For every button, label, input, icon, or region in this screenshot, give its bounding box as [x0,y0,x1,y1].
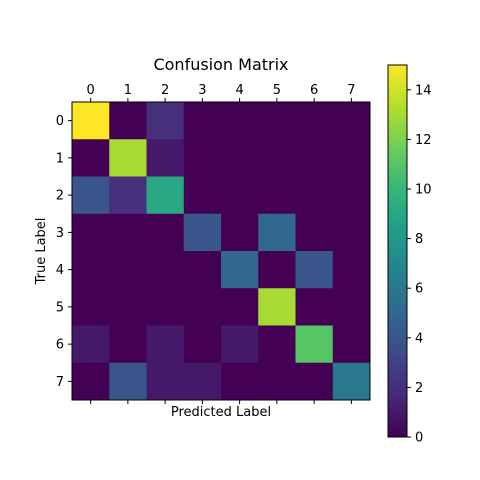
x-tick-label: 5 [273,83,281,98]
heatmap-cell-5-6 [295,288,334,326]
heatmap-cell-1-3 [183,139,222,177]
heatmap-cell-0-3 [183,102,222,140]
heatmap-cell-3-4 [221,213,259,252]
heatmap-cell-1-2 [146,139,185,177]
colorbar-tick-label: 2 [415,381,423,396]
heatmap-cell-4-0 [72,251,110,289]
heatmap-cell-1-7 [332,139,371,177]
heatmap-cell-2-1 [109,176,147,215]
x-tick-label: 2 [161,83,169,98]
heatmap-cell-3-6 [295,213,334,252]
heatmap-cell-5-1 [109,288,147,326]
heatmap-cell-7-2 [146,362,185,401]
x-tick-label: 6 [310,83,318,98]
colorbar-tick-label: 14 [415,83,432,98]
colorbar-tick-label: 6 [415,282,423,297]
x-axis-ticks: 0 1 2 3 4 5 6 7 [86,83,356,404]
colorbar [387,64,408,438]
x-tick-label: 0 [86,83,94,98]
heatmap-cell-3-0 [72,213,110,252]
heatmap-cell-6-3 [183,325,222,364]
y-tick-label: 7 [56,375,64,390]
heatmap-cell-5-5 [258,288,296,326]
heatmap-cell-6-7 [332,325,371,364]
heatmap-cell-3-1 [109,213,147,252]
heatmap-cell-2-0 [72,176,110,215]
heatmap-cell-2-4 [221,176,259,215]
heatmap-cell-3-5 [258,213,296,252]
y-tick-label: 5 [56,300,64,315]
heatmap-cell-2-3 [183,176,222,215]
heatmap-cell-6-0 [72,325,110,364]
heatmap-cell-1-1 [109,139,147,177]
heatmap-cell-4-6 [295,251,334,289]
y-axis-ticks: 0 1 2 3 4 5 6 7 [56,114,72,390]
y-tick-label: 0 [56,114,64,129]
heatmap-cell-5-3 [183,288,222,326]
colorbar-tick-label: 4 [415,331,423,346]
heatmap-cell-4-7 [332,251,371,289]
heatmap-cell-0-1 [109,102,147,140]
heatmap-cell-2-6 [295,176,334,215]
heatmap-cell-4-1 [109,251,147,289]
heatmap-cell-5-7 [332,288,371,326]
heatmap-cell-7-6 [295,362,334,401]
heatmap-cell-1-0 [72,139,110,177]
heatmap-cell-7-5 [258,362,296,401]
heatmap-cell-7-1 [109,362,147,401]
heatmap-cell-0-2 [146,102,185,140]
x-tick-label: 1 [124,83,132,98]
x-tick-label: 3 [198,83,206,98]
plot-frame [71,101,371,401]
heatmap-cell-4-5 [258,251,296,289]
heatmap-cell-7-4 [221,362,259,401]
heatmap-cell-4-2 [146,251,185,289]
heatmap-cell-2-2 [146,176,185,215]
heatmap-cell-2-7 [332,176,371,215]
y-tick-label: 6 [56,338,64,353]
heatmap-cells [72,102,371,401]
x-axis-label: Predicted Label [171,405,271,420]
heatmap-cell-6-6 [295,325,334,364]
colorbar-tick-label: 8 [415,232,423,247]
heatmap-cell-2-5 [258,176,296,215]
heatmap-cell-1-4 [221,139,259,177]
heatmap-cell-4-4 [221,251,259,289]
colorbar-ticks: 0 2 4 6 8 10 12 14 [407,83,432,446]
heatmap-cell-0-0 [72,102,110,140]
heatmap-cell-5-2 [146,288,185,326]
heatmap-cell-4-3 [183,251,222,289]
heatmap-cell-6-5 [258,325,296,364]
heatmap-cell-3-3 [183,213,222,252]
heatmap-cell-0-4 [221,102,259,140]
heatmap-cell-6-2 [146,325,185,364]
heatmap-cell-7-3 [183,362,222,401]
y-tick-label: 4 [56,263,64,278]
colorbar-tick-label: 0 [415,431,423,446]
heatmap-cell-6-4 [221,325,259,364]
heatmap-cell-1-6 [295,139,334,177]
heatmap-cell-0-7 [332,102,371,140]
y-axis-label: True Label [34,218,49,286]
heatmap-cell-0-5 [258,102,296,140]
heatmap-cell-5-0 [72,288,110,326]
heatmap-cell-3-2 [146,213,185,252]
y-tick-label: 2 [56,189,64,204]
heatmap-cell-6-1 [109,325,147,364]
heatmap-cell-1-5 [258,139,296,177]
x-tick-label: 4 [235,83,243,98]
x-tick-label: 7 [347,83,355,98]
colorbar-tick-label: 10 [415,183,432,198]
heatmap-cell-5-4 [221,288,259,326]
heatmap-cell-0-6 [295,102,334,140]
heatmap-cell-3-7 [332,213,371,252]
heatmap-cell-7-0 [72,362,110,401]
colorbar-tick-label: 12 [415,133,432,148]
y-tick-label: 3 [56,226,64,241]
heatmap-cell-7-7 [332,362,371,401]
y-tick-label: 1 [56,151,64,166]
chart-title: Confusion Matrix [153,55,288,74]
